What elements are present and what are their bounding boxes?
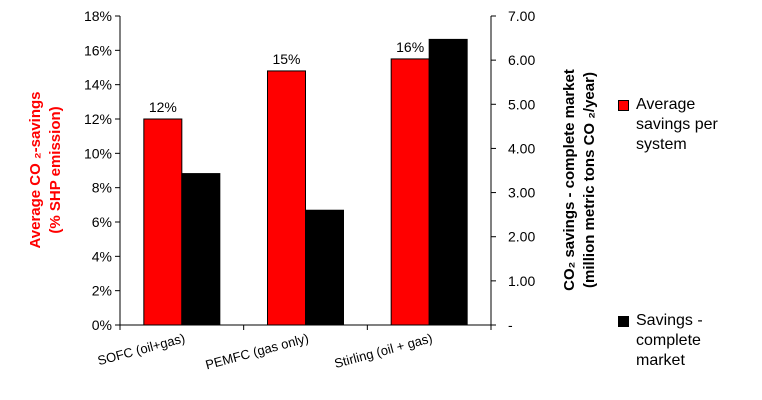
legend-label-line: savings per [636,116,718,133]
y-right-tick-label: 2.00 [508,229,535,245]
y-left-tick-label: 6% [92,214,112,230]
bar-average-savings [267,70,306,326]
y-right-tick-label: 6.00 [508,52,535,68]
y-left-tick-label: 16% [84,42,112,58]
y-left-tick-label: 18% [84,8,112,24]
bar-average-savings [143,118,183,326]
bar-complete-market [305,209,344,326]
y-left-tick-label: 0% [92,317,112,333]
y-left-tick-label: 4% [92,248,112,264]
y-right-tick-label: 1.00 [508,273,535,289]
y-left-tick-label: 14% [84,77,112,93]
legend-label-line: market [636,352,685,369]
legend-label-line: complete [636,332,701,349]
bar-complete-market [428,38,468,326]
y-right-tick-label: 5.00 [508,96,535,112]
legend-label-line: system [636,136,687,153]
y-left-tick-label: 12% [84,111,112,127]
legend-swatch-red [618,100,629,111]
x-tick-label: Stirling (oil + gas) [333,330,434,371]
y-right-tick-label: 7.00 [508,8,535,24]
y-left-tick-label: 10% [84,145,112,161]
y-right-tick-label: 3.00 [508,185,535,201]
legend-label-line: Average [636,96,696,113]
data-label: 12% [149,99,177,115]
legend-label-average: Average savings per system [636,95,756,155]
bar-complete-market [181,173,221,326]
x-tick-label: SOFC (oil+gas) [96,330,187,368]
legend-swatch-black [618,316,629,327]
bars-layer [143,38,468,326]
x-tick-label: PEMFC (gas only) [204,330,310,372]
y-left-tick-label: 8% [92,180,112,196]
y-right-tick-label: 4.00 [508,140,535,156]
y-right-title-line1: CO₂ savings - complete market [561,69,578,291]
y-left-title-line2: (% SHP emission) [47,106,64,233]
bar-average-savings [390,58,430,326]
y-left-tick-label: 2% [92,283,112,299]
legend-label-complete-market: Savings - complete market [636,311,756,371]
y-left-title-line1: Average CO ₂-savings [27,91,44,248]
y-right-tick-label: - [508,317,513,333]
y-right-title-line2: (million metric tons CO ₂/year) [581,72,598,288]
data-label: 15% [272,51,300,67]
data-label: 16% [396,39,424,55]
legend-label-line: Savings - [636,312,703,329]
ticks-layer [115,15,496,330]
